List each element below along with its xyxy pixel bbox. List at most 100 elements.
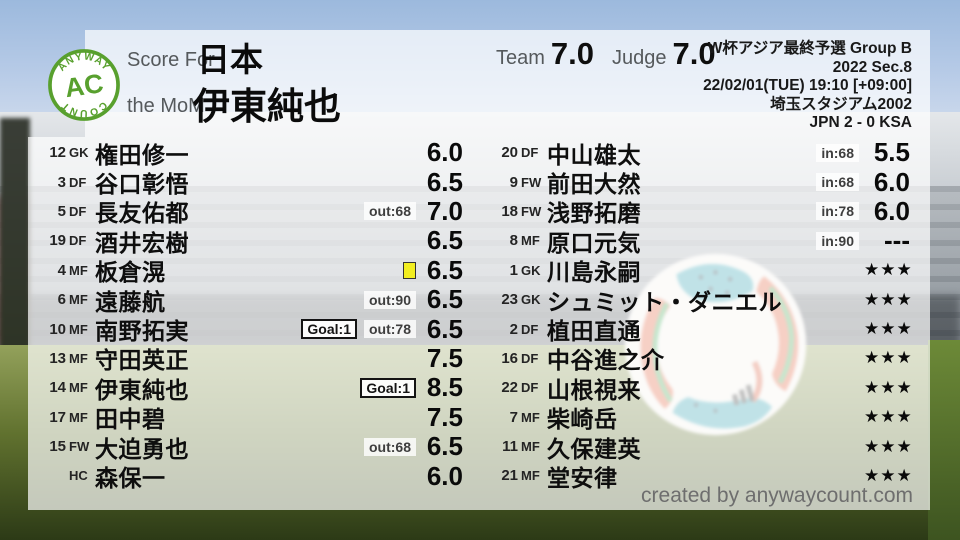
player-rating: ★★★ [864, 436, 913, 456]
player-rating: 6.0 [873, 166, 910, 197]
player-position: MF [521, 409, 540, 425]
player-position: DF [521, 350, 539, 366]
player-rating: ★★★ [864, 319, 913, 339]
player-position: DF [69, 233, 87, 249]
player-rating: 6.0 [426, 137, 463, 168]
player-rating: 7.5 [426, 401, 463, 432]
player-rating: 8.5 [426, 372, 463, 403]
player-position: MF [521, 439, 540, 455]
pitch-grass-right [928, 340, 960, 540]
result-line: JPN 2 - 0 KSA [809, 114, 912, 131]
header-panel [85, 30, 930, 137]
mom-label: the MoM [127, 95, 205, 117]
goal-badge: Goal:1 [301, 319, 357, 340]
datetime-line: 22/02/01(TUE) 19:10 [+09:00] [703, 77, 912, 94]
player-row: 16 DF 中谷進之介 ★★★ [480, 344, 913, 373]
player-name: 酒井宏樹 [95, 229, 189, 256]
sub-in-badge: in:68 [816, 143, 859, 162]
player-name: 柴崎岳 [547, 406, 618, 433]
player-name: 山根視来 [547, 376, 641, 403]
player-rating: 6.5 [426, 284, 463, 315]
player-name: 中山雄太 [547, 141, 641, 168]
sub-out-badge: out:90 [364, 290, 416, 309]
player-position: DF [69, 203, 87, 219]
player-row: 2 DF 植田直通 ★★★ [480, 314, 913, 344]
player-rating: 7.0 [426, 195, 463, 226]
sub-out-badge: out:78 [364, 320, 416, 339]
player-name: 権田修一 [95, 141, 189, 168]
anywaycount-logo-icon: ANYWAY COUNT AC [47, 48, 121, 122]
player-number: 22 [501, 379, 518, 397]
match-info-block: W杯アジア最終予選 Group B 2022 Sec.8 22/02/01(TU… [703, 40, 912, 133]
judge-score-label: Judge [612, 47, 667, 69]
player-position: FW [521, 203, 542, 219]
substitutes-list: 20 DF 中山雄太 in:68 5.5 9 FW 前田大然 in:68 6.0 18 FW 浅野拓磨 i… [480, 137, 913, 491]
player-number: 16 [501, 349, 518, 367]
player-rating: 6.5 [426, 166, 463, 197]
player-name: 伊東純也 [95, 376, 189, 403]
player-rating: 7.5 [426, 342, 463, 373]
venue-line: 埼玉スタジアム2002 [770, 95, 912, 113]
player-number: 15 [49, 438, 66, 456]
player-number: 9 [509, 173, 518, 191]
player-position: DF [521, 145, 539, 161]
player-rating: 6.5 [426, 254, 463, 285]
player-row: 15 FW 大迫勇也 out:68 6.5 [28, 431, 463, 462]
player-name: 浅野拓磨 [547, 200, 641, 227]
player-number: 17 [49, 408, 66, 426]
starting-lineup-list: 12 GK 権田修一 6.0 3 DF 谷口彰悟 6.5 5 DF 長友佑都 out:68 7.0 19 D… [28, 137, 463, 492]
player-rating: ★★★ [864, 260, 913, 280]
player-name: 前田大然 [547, 171, 641, 198]
player-number: 5 [57, 202, 66, 220]
player-number: 2 [509, 320, 518, 338]
player-name: 長友佑都 [95, 200, 189, 227]
player-row: 3 DF 谷口彰悟 6.5 [28, 166, 463, 198]
player-rating: 6.0 [873, 195, 910, 226]
player-row: 12 GK 権田修一 6.0 [28, 137, 463, 168]
player-position: DF [521, 380, 539, 396]
player-position: MF [69, 321, 88, 337]
player-number: 13 [49, 349, 66, 367]
player-position: FW [69, 439, 90, 455]
player-rating: ★★★ [864, 465, 913, 485]
player-number: 18 [501, 202, 518, 220]
player-name: 遠藤航 [95, 288, 166, 315]
sub-in-badge: in:90 [816, 231, 859, 250]
player-name: 川島永嗣 [547, 259, 641, 286]
player-row: HC 森保一 6.0 [28, 461, 463, 492]
player-number: 4 [57, 261, 66, 279]
player-rating: ★★★ [864, 348, 913, 368]
svg-text:AC: AC [63, 68, 105, 103]
player-row: 7 MF 柴崎岳 ★★★ [480, 403, 912, 433]
player-name: 谷口彰悟 [95, 171, 189, 198]
player-position: MF [69, 292, 88, 308]
player-position: HC [69, 468, 88, 484]
player-name: 久保建英 [547, 435, 641, 462]
player-name: 大迫勇也 [95, 435, 189, 462]
player-number: 1 [509, 261, 518, 279]
player-name: シュミット・ダニエル [547, 288, 782, 315]
player-number: 23 [501, 291, 518, 309]
player-position: MF [521, 233, 540, 249]
player-row: 19 DF 酒井宏樹 6.5 [28, 225, 463, 256]
player-position: FW [521, 174, 542, 190]
player-name: 田中碧 [95, 406, 166, 433]
player-position: MF [69, 262, 88, 278]
sub-in-badge: in:78 [816, 202, 859, 221]
player-position: GK [521, 262, 541, 278]
player-badges: Goal:1 [360, 377, 416, 398]
player-row: 8 MF 原口元気 in:90 --- [480, 225, 910, 256]
player-badges: Goal:1 out:78 [301, 319, 416, 340]
credit-text: created by anywaycount.com [641, 484, 913, 507]
player-row: 14 MF 伊東純也 Goal:1 8.5 [28, 372, 463, 403]
player-position: GK [69, 145, 89, 161]
yellow-card-icon [403, 261, 416, 279]
player-row: 18 FW 浅野拓磨 in:78 6.0 [480, 195, 910, 227]
competition-line: W杯アジア最終予選 Group B [707, 40, 912, 57]
player-number: 14 [49, 379, 66, 397]
player-position: MF [69, 350, 88, 366]
sub-in-badge: in:68 [816, 173, 859, 192]
player-badges: out:68 [364, 437, 416, 456]
player-position: MF [521, 468, 540, 484]
